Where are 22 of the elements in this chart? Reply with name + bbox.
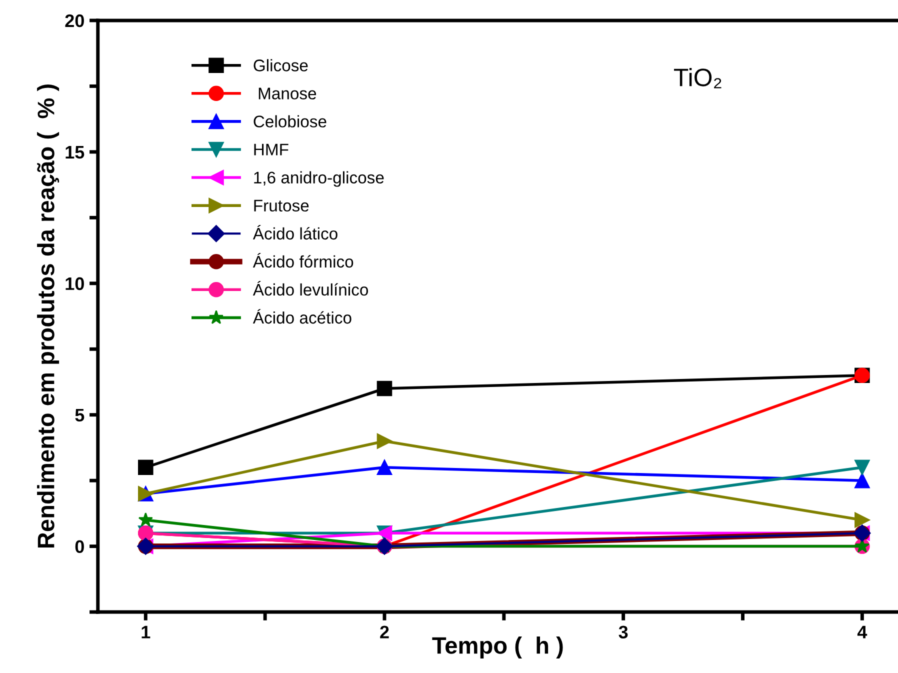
legend-label: Ácido acético: [252, 309, 352, 324]
x-tick-label: 3: [618, 626, 628, 639]
legend-label: Frutose: [254, 200, 309, 212]
y-tick-label: 0: [75, 540, 84, 554]
y-tick-label: 10: [66, 277, 84, 290]
legend-label: Ácido levulínico: [252, 281, 368, 296]
legend-label: HMF: [254, 144, 288, 156]
legend-label: Ácido lático: [252, 224, 338, 240]
y-tick-label: 15: [66, 146, 84, 159]
x-axis-title: Tempo ( h ): [432, 636, 563, 659]
x-tick-label: 2: [380, 626, 389, 638]
y-tick-label: 20: [65, 14, 84, 28]
legend-label: Ácido fórmico: [252, 253, 354, 268]
annotation: TiO₂: [674, 68, 722, 88]
legend-label: 1,6 anidro-glicose: [254, 171, 384, 187]
x-tick-label: 1: [142, 626, 150, 638]
legend-label: Celobiose: [254, 115, 326, 128]
y-tick-label: 5: [75, 408, 84, 422]
legend-label: Glicose: [254, 59, 308, 72]
x-tick-label: 4: [857, 626, 868, 638]
y-axis-title: Rendimento em produtos da reação ( % ): [37, 84, 60, 548]
legend-label: Manose: [258, 88, 316, 100]
